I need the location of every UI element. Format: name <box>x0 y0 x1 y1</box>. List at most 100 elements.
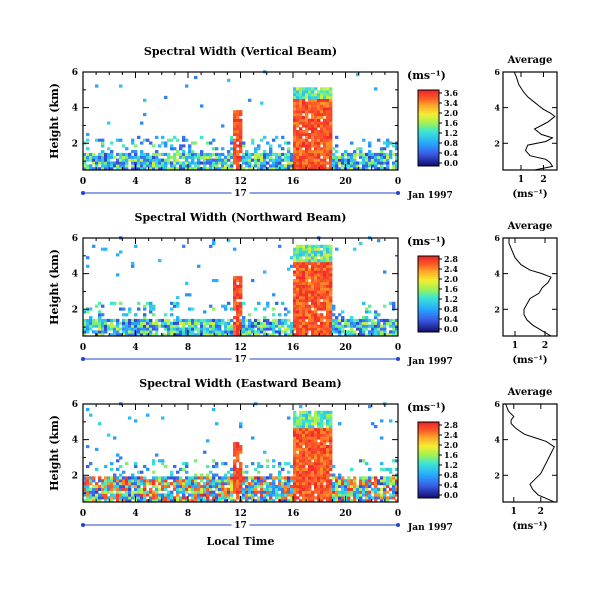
heatmap-cell <box>266 155 270 159</box>
heatmap-cell <box>233 150 237 154</box>
heatmap-cell <box>341 318 345 323</box>
heatmap-cell <box>251 327 255 331</box>
heatmap-cell <box>323 112 327 117</box>
heatmap-cell <box>308 459 312 463</box>
heatmap-cell <box>260 321 264 325</box>
heatmap-cell <box>365 155 369 159</box>
heatmap-cell <box>386 167 390 171</box>
heatmap-cell <box>83 161 87 165</box>
heatmap-cell <box>101 247 105 251</box>
heatmap-cell <box>152 158 156 162</box>
heatmap-cell <box>227 482 231 486</box>
heatmap-cell <box>326 98 330 102</box>
heatmap-cell <box>227 327 231 331</box>
colorbar-tick-label: 0.8 <box>444 304 458 314</box>
heatmap-cell <box>230 330 234 334</box>
heatmap-cell <box>236 296 240 300</box>
heatmap-cell <box>329 419 333 423</box>
heatmap-cell <box>113 493 117 497</box>
heatmap-cell <box>293 493 297 497</box>
heatmap-cell <box>392 330 396 334</box>
heatmap-cell <box>386 479 390 483</box>
heatmap-cell <box>143 158 147 162</box>
heatmap-cell <box>299 427 303 432</box>
heatmap-cell <box>323 470 327 474</box>
heatmap-cell <box>299 110 303 114</box>
heatmap-cell <box>125 164 129 168</box>
heatmap-cell <box>329 490 333 494</box>
heatmap-cell <box>176 150 180 154</box>
heatmap-cell <box>272 327 276 331</box>
heatmap-cell <box>356 487 360 491</box>
panel-1: Spectral Width (Vertical Beam)0 4 8 12 16 20 0… <box>48 45 558 201</box>
heatmap-cell <box>356 333 360 337</box>
heatmap-cell <box>308 453 312 457</box>
heatmap-cell <box>269 152 273 157</box>
colorbar-tick-label: 1.2 <box>444 294 458 304</box>
heatmap-cell <box>167 321 171 325</box>
heatmap-cell <box>395 164 399 168</box>
heatmap-cell <box>341 167 345 171</box>
heatmap-cell <box>296 104 300 108</box>
heatmap-cell <box>110 152 114 157</box>
heatmap-cell <box>287 490 291 494</box>
heatmap-cell <box>329 253 333 257</box>
heatmap-cell <box>269 499 273 503</box>
heatmap-cell <box>95 490 99 494</box>
heatmap-cell <box>188 155 192 159</box>
heatmap-cell <box>119 499 123 503</box>
heatmap-cell <box>167 499 171 503</box>
heatmap-cell <box>86 318 90 323</box>
heatmap-cell <box>293 135 297 139</box>
heatmap-cell <box>332 330 336 334</box>
heatmap-cell <box>164 484 168 489</box>
heatmap-cell <box>392 484 396 489</box>
heatmap-cell <box>326 270 330 274</box>
heatmap-cell <box>110 496 114 500</box>
heatmap-cell <box>239 287 243 291</box>
heatmap-cell <box>158 487 162 491</box>
heatmap-cell <box>98 316 102 320</box>
heatmap-cell <box>335 484 339 489</box>
day-label-bg <box>231 519 250 530</box>
heatmap-cell <box>227 152 231 157</box>
heatmap-cell <box>362 459 366 463</box>
heatmap-cell <box>230 167 234 171</box>
heatmap-cell <box>302 259 306 263</box>
heatmap-cell <box>239 487 243 491</box>
heatmap-cell <box>329 316 333 320</box>
heatmap-cell <box>326 433 330 437</box>
heatmap-cell <box>368 493 372 497</box>
heatmap-cell <box>368 304 372 308</box>
heatmap-cell <box>164 161 168 165</box>
heatmap-cell <box>311 152 315 157</box>
heatmap-cell <box>320 301 324 305</box>
heatmap-cell <box>281 167 285 171</box>
heatmap-cell <box>362 476 366 480</box>
heatmap-cell <box>182 499 186 503</box>
heatmap-cell <box>320 456 324 460</box>
heatmap-cell <box>329 333 333 337</box>
heatmap-cell <box>305 490 309 494</box>
colorbar-segment <box>418 150 439 154</box>
heatmap-cell <box>143 476 147 480</box>
heatmap-cell <box>140 330 144 334</box>
heatmap-cell <box>296 95 300 100</box>
heatmap-cell <box>395 467 399 471</box>
heatmap-cell <box>176 152 180 157</box>
heatmap-cell <box>317 152 321 157</box>
heatmap-cell <box>197 499 201 503</box>
heatmap-cell <box>233 152 237 157</box>
heatmap-cell <box>317 141 321 145</box>
heatmap-cell <box>110 141 114 145</box>
heatmap-cell <box>299 98 303 102</box>
heatmap-cell <box>86 158 90 162</box>
heatmap-cell <box>308 261 312 266</box>
heatmap-cell <box>155 330 159 334</box>
heatmap-cell <box>329 436 333 440</box>
heatmap-cell <box>323 304 327 308</box>
heatmap-cell <box>314 276 318 280</box>
heatmap-cell <box>242 318 246 323</box>
heatmap-cell <box>188 499 192 503</box>
heatmap-cell <box>134 313 138 317</box>
